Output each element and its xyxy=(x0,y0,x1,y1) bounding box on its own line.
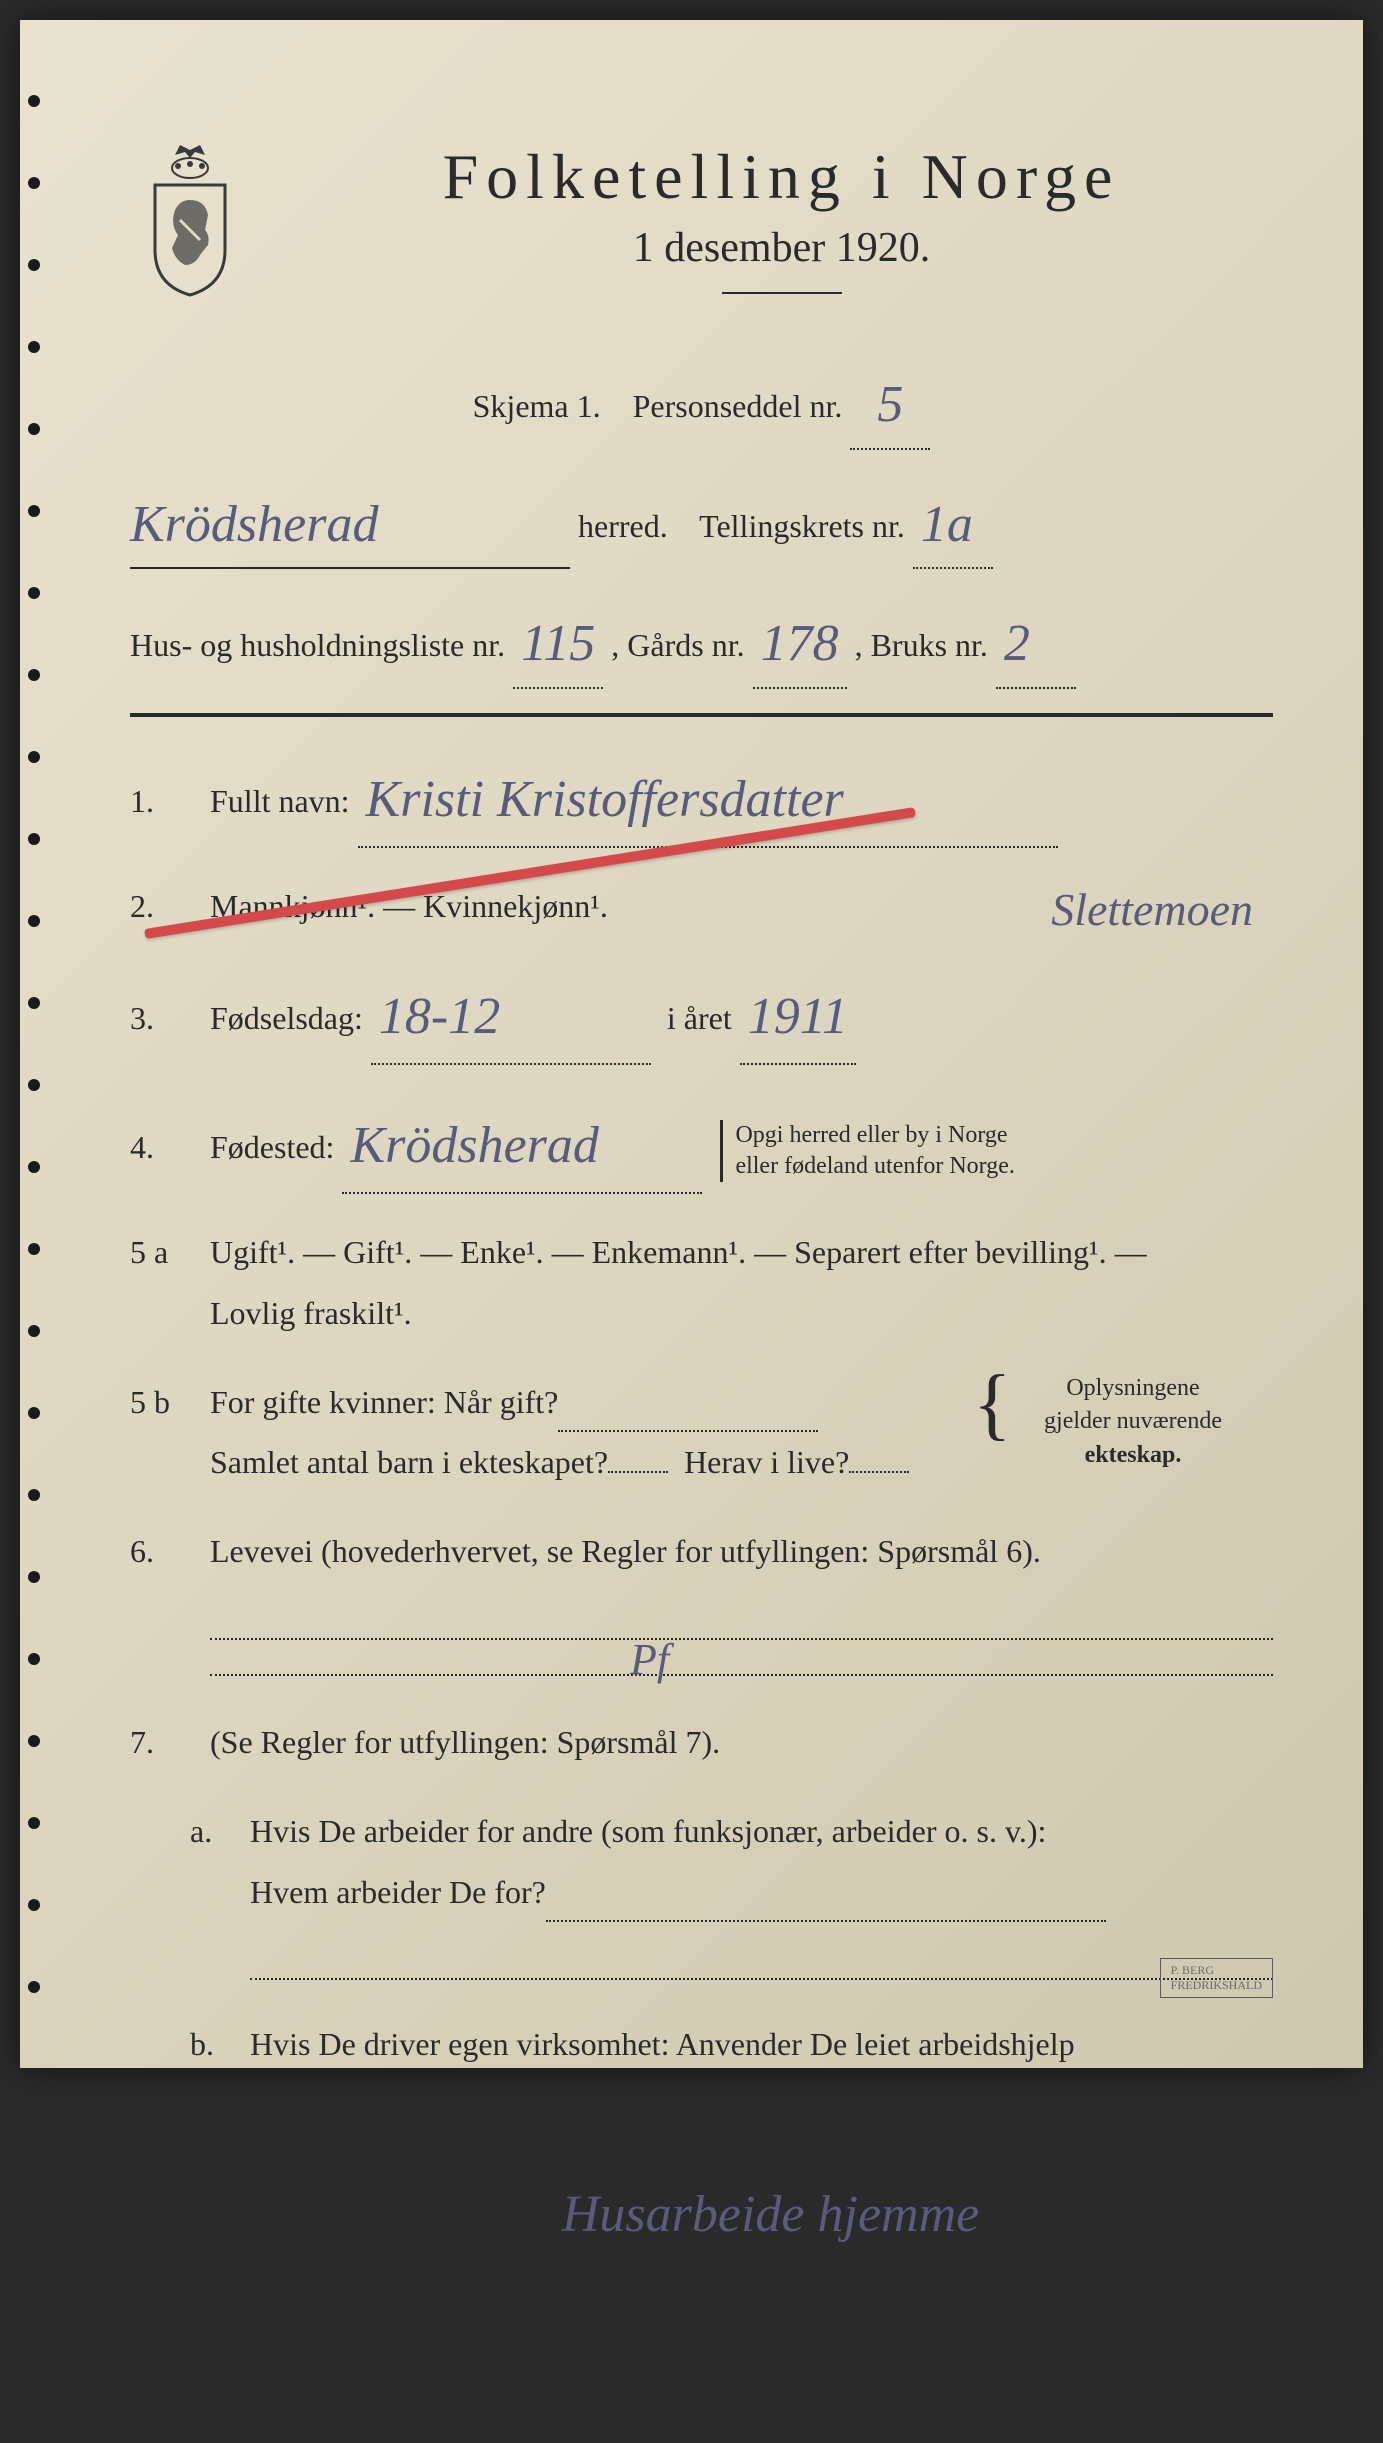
q5a-label: Ugift¹. — Gift¹. — Enke¹. — Enkemann¹. —… xyxy=(210,1234,1147,1270)
q7a-label: a. xyxy=(190,1813,230,1850)
norwegian-crest-icon xyxy=(130,140,250,300)
q4-num: 4. xyxy=(130,1129,190,1166)
q8-label: Bierhverv (eller biinntekt) xyxy=(210,2198,546,2234)
q1-num: 1. xyxy=(130,783,190,820)
bruks-nr-value: 2 xyxy=(1004,615,1030,672)
gards-nr-value: 178 xyxy=(761,615,839,672)
q8-num: 8. xyxy=(130,2198,190,2235)
q7b-row: b. Hvis De driver egen virksomhet: Anven… xyxy=(130,2014,1273,2136)
q6-value: Pf xyxy=(630,1618,669,1702)
q6-row: 6. Levevei (hovederhvervet, se Regler fo… xyxy=(130,1521,1273,1684)
q5a-num: 5 a xyxy=(130,1234,190,1271)
q6-label: Levevei (hovederhvervet, se Regler for u… xyxy=(210,1533,1041,1569)
skjema-label: Skjema 1. xyxy=(473,388,601,424)
q7b-text2: (ja eller nei)? xyxy=(250,2087,421,2123)
hus-nr-value: 115 xyxy=(521,615,595,672)
q7a-text: Hvis De arbeider for andre (som funksjon… xyxy=(250,1813,1046,1849)
form-id-line: Skjema 1. Personseddel nr. 5 xyxy=(130,354,1273,450)
q4-note: Opgi herred eller by i Norge eller fødel… xyxy=(720,1120,1014,1182)
q3-label: Fødselsdag: xyxy=(210,1000,363,1036)
footnote-2-num: 1 xyxy=(437,2414,446,2434)
q5b-note-line2: gjelder nuværende xyxy=(1044,1408,1222,1434)
q5b-row: 5 b { Oplysningene gjelder nuværende ekt… xyxy=(130,1372,1273,1494)
q2-annotation: Slettemoen xyxy=(1051,866,1253,953)
q2-num: 2. xyxy=(130,888,190,925)
q7-label: (Se Regler for utfyllingen: Spørsmål 7). xyxy=(210,1724,720,1760)
q4-value: Krödsherad xyxy=(350,1117,598,1174)
q5b-label2: Samlet antal barn i ekteskapet? xyxy=(210,1444,608,1480)
q7b-text: Hvis De driver egen virksomhet: Anvender… xyxy=(250,2026,1075,2062)
q4-note-line2: eller fødeland utenfor Norge. xyxy=(735,1153,1014,1179)
sub-title: 1 desember 1920. xyxy=(290,224,1273,272)
q7a-text2: Hvem arbeider De for? xyxy=(250,1874,546,1910)
q4-note-line1: Opgi herred eller by i Norge xyxy=(735,1122,1007,1148)
main-title: Folketelling i Norge xyxy=(290,140,1273,214)
q7b-label: b. xyxy=(190,2026,230,2063)
person-label: Personseddel nr. xyxy=(633,388,843,424)
hus-label: Hus- og husholdningsliste nr. xyxy=(130,627,505,663)
q4-label: Fødested: xyxy=(210,1129,334,1165)
header: Folketelling i Norge 1 desember 1920. xyxy=(130,140,1273,324)
herred-value: Krödsherad xyxy=(130,496,378,553)
q1-row: 1. Fullt navn: Kristi Kristoffersdatter xyxy=(130,747,1273,848)
hus-line: Hus- og husholdningsliste nr. 115 , Gård… xyxy=(130,593,1273,689)
left-perforations xyxy=(20,20,45,2068)
herred-line: Krödsherad herred. Tellingskrets nr. 1a xyxy=(130,474,1273,570)
q5b-note-line1: Oplysningene xyxy=(1066,1375,1199,1401)
q5a-label2: Lovlig fraskilt¹. xyxy=(210,1295,412,1331)
footnote-2-text: Her kan svares ved tydelig understreknin… xyxy=(456,2420,1006,2442)
q7-row: 7. (Se Regler for utfyllingen: Spørsmål … xyxy=(130,1712,1273,1773)
q7-num: 7. xyxy=(130,1724,190,1761)
q3-year-label: i året xyxy=(667,1000,732,1036)
q6-num: 6. xyxy=(130,1533,190,1570)
q3-num: 3. xyxy=(130,1000,190,1037)
section-divider xyxy=(130,713,1273,717)
person-nr-value: 5 xyxy=(877,376,903,433)
q3-year-value: 1911 xyxy=(748,988,848,1045)
footnote-2: 1 Her kan svares ved tydelig understrekn… xyxy=(130,2414,1273,2443)
q3-row: 3. Fødselsdag: 18-12 i året 1911 xyxy=(130,964,1273,1065)
q5b-label3: Herav i live? xyxy=(684,1444,849,1480)
tellingskrets-label: Tellingskrets nr. xyxy=(699,508,905,544)
q5a-row: 5 a Ugift¹. — Gift¹. — Enke¹. — Enkemann… xyxy=(130,1222,1273,1344)
footnote-rule xyxy=(130,2403,1273,2404)
q7a-row: a. Hvis De arbeider for andre (som funks… xyxy=(130,1801,1273,1989)
q1-value: Kristi Kristoffersdatter xyxy=(366,771,844,828)
q3-day-value: 18-12 xyxy=(379,988,500,1045)
title-block: Folketelling i Norge 1 desember 1920. xyxy=(290,140,1273,324)
q5b-note: { Oplysningene gjelder nuværende ekteska… xyxy=(993,1372,1273,1473)
q5b-num: 5 b xyxy=(130,1384,190,1421)
q5b-note-line3: ekteskap. xyxy=(1085,1442,1182,1468)
census-form-page: Folketelling i Norge 1 desember 1920. Sk… xyxy=(20,20,1363,2068)
q1-label: Fullt navn: xyxy=(210,783,350,819)
q8-row: 8. Bierhverv (eller biinntekt) Husarbeid… xyxy=(130,2162,1273,2329)
herred-label: herred. xyxy=(578,508,668,544)
bruks-label: , Bruks nr. xyxy=(855,627,988,663)
footnote-1: Har man ingen biinntekt av nogen betydni… xyxy=(130,2357,1273,2383)
gards-label: , Gårds nr. xyxy=(611,627,744,663)
q5b-label: For gifte kvinner: Når gift? xyxy=(210,1384,558,1420)
title-divider xyxy=(722,292,842,294)
q4-row: 4. Fødested: Krödsherad Opgi herred elle… xyxy=(130,1093,1273,1194)
tellingskrets-value: 1a xyxy=(921,496,973,553)
printer-stamp: P. BERGFREDRIKSHALD xyxy=(1160,1958,1273,1998)
q8-value: Husarbeide hjemme xyxy=(562,2186,979,2243)
